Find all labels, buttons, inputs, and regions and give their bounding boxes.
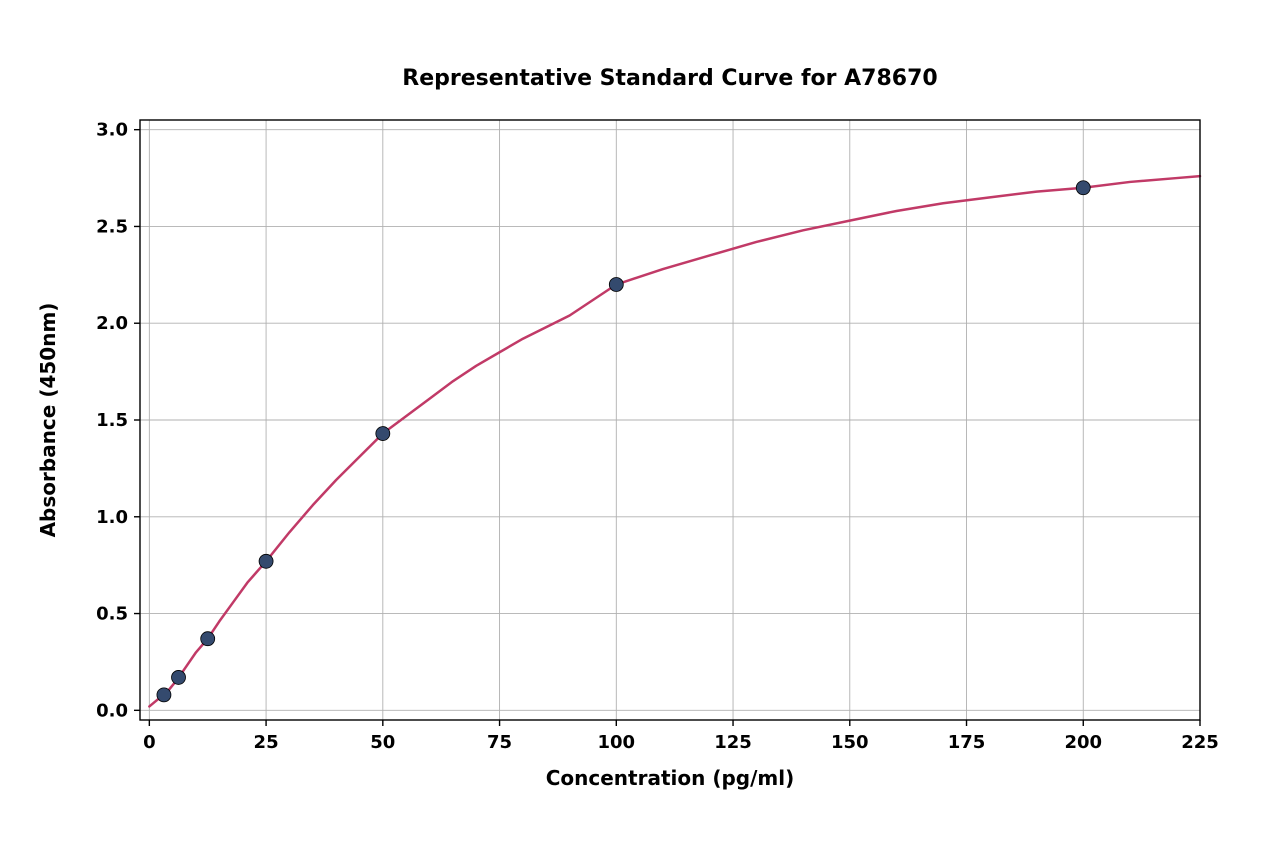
x-tick-label: 75 [487,732,512,753]
x-tick-label: 50 [370,732,395,753]
y-tick-label: 2.5 [96,216,128,237]
x-tick-label: 200 [1064,732,1102,753]
data-point [1076,181,1090,195]
data-point [376,427,390,441]
chart-title: Representative Standard Curve for A78670 [402,66,937,91]
data-point [157,688,171,702]
x-tick-label: 125 [714,732,752,753]
x-tick-label: 25 [254,732,279,753]
x-axis-label: Concentration (pg/ml) [546,766,795,790]
data-point [259,554,273,568]
chart-container: 0 25 50 75 100 125 150 175 200 225 0.0 0.5 1.0 1.5 2.0… [0,0,1280,845]
y-tick-label: 0.0 [96,700,128,721]
standard-curve-chart: 0 25 50 75 100 125 150 175 200 225 0.0 0.5 1.0 1.5 2.0… [0,0,1280,845]
y-tick-label: 2.0 [96,313,128,334]
y-tick-label: 1.5 [96,410,128,431]
x-tick-label: 150 [831,732,869,753]
x-tick-label: 0 [143,732,156,753]
x-tick-label: 175 [948,732,986,753]
y-tick-label: 3.0 [96,120,128,141]
y-tick-label: 1.0 [96,507,128,528]
data-point [609,278,623,292]
y-axis-label: Absorbance (450nm) [36,303,60,538]
data-point [172,670,186,684]
x-tick-label: 225 [1181,732,1219,753]
y-tick-label: 0.5 [96,604,128,625]
x-tick-label: 100 [598,732,636,753]
data-point [201,632,215,646]
